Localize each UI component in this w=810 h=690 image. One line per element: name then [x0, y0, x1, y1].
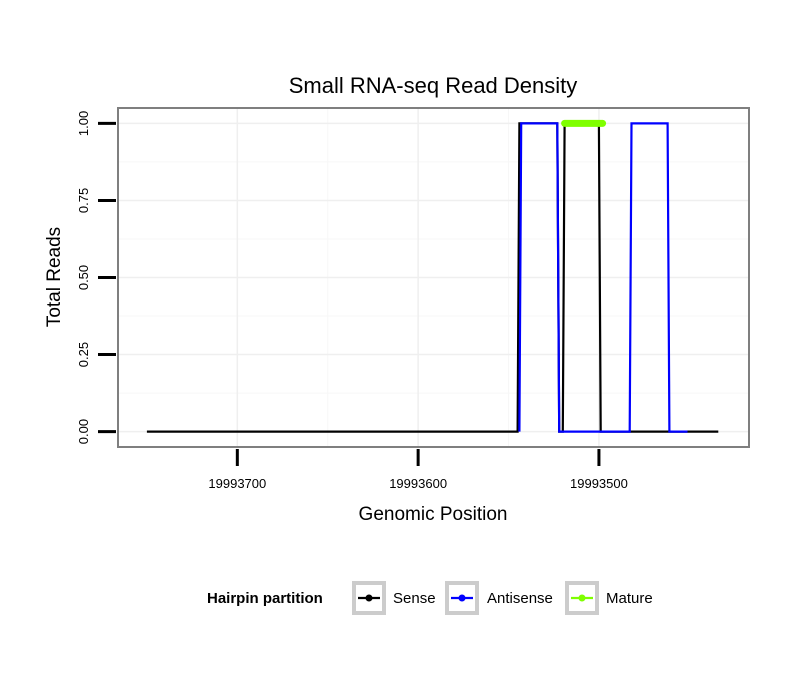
legend-entry-antisense: Antisense [487, 590, 553, 607]
x-axis: 19993700 19993600 19993500 [208, 449, 628, 491]
legend-key-dot [578, 594, 586, 602]
series-layer [146, 119, 719, 433]
legend: Hairpin partition Sense Antisense Mature [207, 581, 653, 615]
y-tick-label: 1.00 [76, 111, 91, 136]
y-axis: 0.00 0.25 0.50 0.75 1.00 [76, 111, 116, 444]
chart-title: Small RNA-seq Read Density [289, 73, 578, 98]
y-tick-label: 0.00 [76, 419, 91, 444]
legend-key-dot [458, 594, 466, 602]
legend-entry-sense: Sense [393, 590, 436, 607]
plot-panel-border [117, 107, 750, 448]
x-tick-label: 19993700 [208, 476, 266, 491]
x-tick-label: 19993500 [570, 476, 628, 491]
y-tick-label: 0.25 [76, 342, 91, 367]
legend-title: Hairpin partition [207, 590, 323, 607]
series-line-antisense [518, 122, 688, 433]
x-tick-label: 19993600 [389, 476, 447, 491]
x-axis-label: Genomic Position [359, 504, 508, 525]
legend-entry-mature: Mature [606, 590, 653, 607]
y-tick-label: 0.75 [76, 188, 91, 213]
y-axis-label: Total Reads [44, 227, 65, 327]
y-tick-label: 0.50 [76, 265, 91, 290]
grid-lines [118, 108, 749, 447]
legend-key-dot [365, 594, 373, 602]
